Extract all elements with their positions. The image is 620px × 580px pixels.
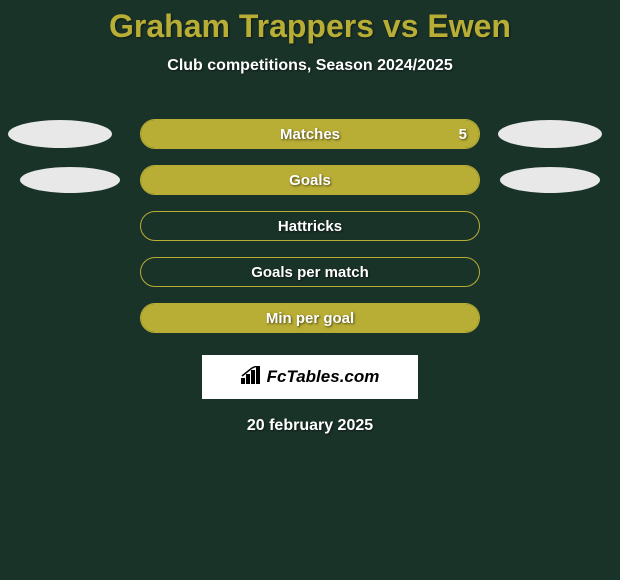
stat-value: 5	[459, 126, 467, 143]
stat-bar: Goals per match	[140, 257, 480, 287]
stat-row-min-per-goal: Min per goal	[0, 295, 620, 341]
stat-label: Matches	[280, 126, 340, 143]
stat-row-matches: Matches 5	[0, 111, 620, 157]
stat-label: Goals per match	[251, 264, 369, 281]
stat-bar: Hattricks	[140, 211, 480, 241]
logo-box: FcTables.com	[202, 355, 418, 399]
stat-row-hattricks: Hattricks	[0, 203, 620, 249]
page-title: Graham Trappers vs Ewen	[0, 8, 620, 45]
stat-label: Goals	[289, 172, 331, 189]
stat-bar: Min per goal	[140, 303, 480, 333]
main-container: Graham Trappers vs Ewen Club competition…	[0, 0, 620, 580]
chart-icon	[241, 366, 263, 389]
stat-row-goals: Goals	[0, 157, 620, 203]
stat-label: Min per goal	[266, 310, 354, 327]
stat-label: Hattricks	[278, 218, 342, 235]
stat-bar: Matches 5	[140, 119, 480, 149]
stats-area: Matches 5 Goals Hattricks Goals per matc…	[0, 111, 620, 341]
stat-row-goals-per-match: Goals per match	[0, 249, 620, 295]
subtitle: Club competitions, Season 2024/2025	[0, 57, 620, 75]
date-text: 20 february 2025	[0, 417, 620, 435]
logo-text: FcTables.com	[267, 367, 380, 387]
stat-bar: Goals	[140, 165, 480, 195]
